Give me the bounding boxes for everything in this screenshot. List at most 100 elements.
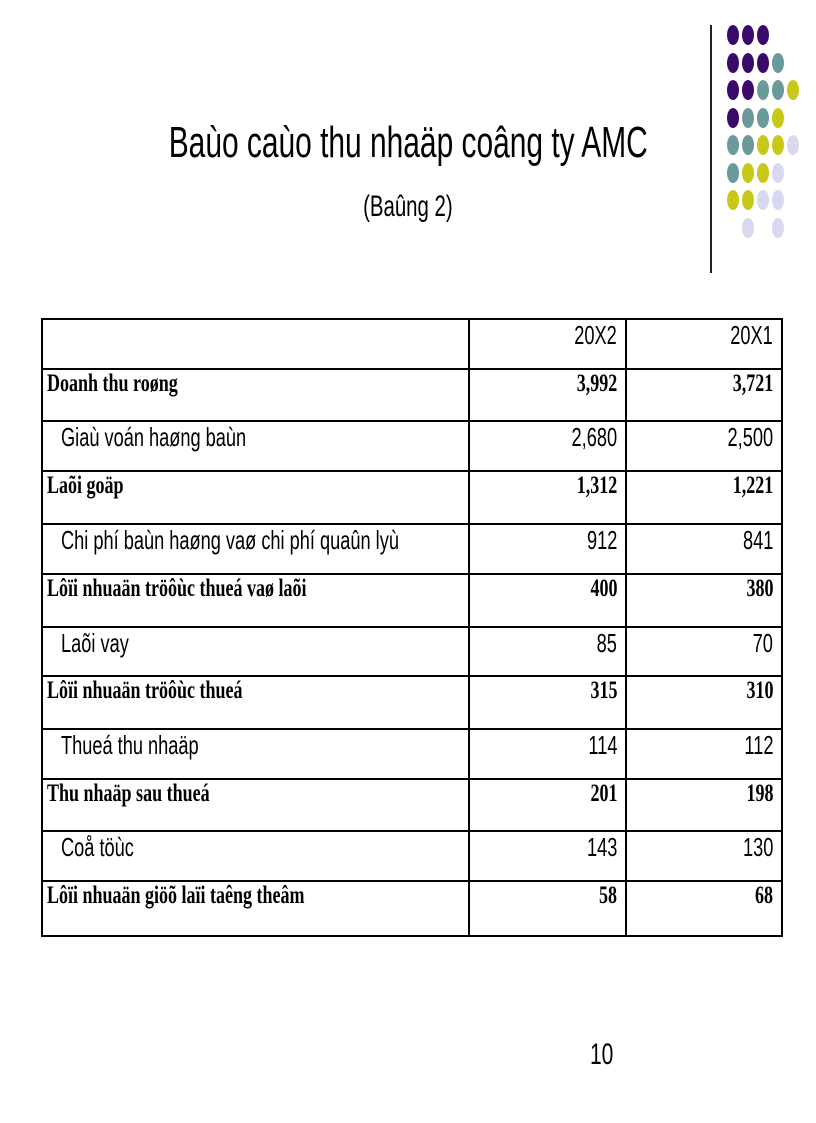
value-20x2: 58: [599, 882, 617, 909]
value-20x2-cell: 315: [468, 675, 627, 730]
value-20x1-cell: 68: [625, 880, 783, 937]
value-20x1-cell: 3,721: [625, 368, 783, 422]
row-label-cell: Thueá thu nhaäp: [41, 728, 470, 780]
table-row: Lôïi nhuaän tröôùc thueá vaø laõi 400 380: [41, 573, 783, 628]
slide-subtitle-text: (Baûng 2): [363, 190, 453, 223]
value-20x2-cell: 58: [468, 880, 627, 937]
value-20x1: 130: [742, 832, 773, 862]
decorative-dot-yellow: [757, 135, 769, 155]
row-label-cell: Thu nhaäp sau thueá: [41, 778, 470, 832]
slide-subtitle: (Baûng 2): [0, 190, 816, 224]
slide-title-text: Baùo caùo thu nhaäp coâng ty AMC: [168, 118, 648, 167]
row-label-cell: Lôïi nhuaän tröôùc thueá: [41, 675, 470, 730]
value-20x2-cell: 912: [468, 523, 627, 575]
value-20x1-cell: 310: [625, 675, 783, 730]
row-label-cell: Lôïi nhuaän tröôùc thueá vaø laõi: [41, 573, 470, 628]
row-label-cell: Giaù voán haøng baùn: [41, 420, 470, 472]
row-label-cell: Doanh thu roøng: [41, 368, 470, 422]
value-20x2: 315: [590, 677, 617, 704]
header-cell-20x1: 20X1: [625, 318, 783, 370]
value-20x2: 85: [596, 628, 617, 658]
decorative-dot-lavender: [742, 217, 754, 238]
value-20x2-cell: 400: [468, 573, 627, 628]
decorative-dot-yellow: [787, 80, 799, 100]
value-20x2: 1,312: [576, 472, 618, 499]
decorative-dot-yellow: [742, 190, 754, 210]
decorative-dot-purple: [727, 80, 739, 100]
header-20x2-text: 20X2: [574, 320, 617, 350]
table-row: Laõi vay 85 70: [41, 626, 783, 677]
decorative-dot-yellow: [772, 135, 784, 155]
value-20x2: 3,992: [576, 370, 618, 397]
table-row: Thueá thu nhaäp 114 112: [41, 728, 783, 780]
row-label-cell: Lôïi nhuaän giöõ laïi taêng theâm: [41, 880, 470, 937]
value-20x2-cell: 114: [468, 728, 627, 780]
decorative-dot-purple: [757, 52, 769, 73]
value-20x1: 198: [746, 780, 773, 807]
value-20x1: 380: [746, 575, 773, 602]
decorative-dot-lavender: [772, 217, 784, 238]
decorative-dot-teal: [772, 52, 784, 73]
row-label-cell: Laõi goäp: [41, 470, 470, 525]
decorative-dot-teal: [727, 135, 739, 155]
value-20x1-cell: 841: [625, 523, 783, 575]
row-label: Thueá thu nhaäp: [61, 730, 199, 760]
value-20x1: 112: [743, 730, 773, 760]
decorative-dot-teal: [757, 80, 769, 100]
value-20x1-cell: 198: [625, 778, 783, 832]
row-label: Thu nhaäp sau thueá: [47, 780, 210, 807]
value-20x1-cell: 1,221: [625, 470, 783, 525]
decorative-dot-lavender: [757, 190, 769, 210]
table-row: Thu nhaäp sau thueá 201 198: [41, 778, 783, 832]
value-20x2-cell: 3,992: [468, 368, 627, 422]
row-label: Laõi vay: [61, 628, 129, 658]
value-20x1: 310: [746, 677, 773, 704]
value-20x2: 400: [590, 575, 617, 602]
decorative-dot-teal: [772, 80, 784, 100]
value-20x2-cell: 2,680: [468, 420, 627, 472]
value-20x2-cell: 1,312: [468, 470, 627, 525]
value-20x2: 201: [590, 780, 617, 807]
decorative-dot-purple: [742, 80, 754, 100]
value-20x1-cell: 112: [625, 728, 783, 780]
decorative-dot-teal: [742, 107, 754, 128]
table-row: Chi phí baùn haøng vaø chi phí quaûn lyù…: [41, 523, 783, 575]
value-20x2-cell: 85: [468, 626, 627, 677]
row-label: Chi phí baùn haøng vaø chi phí quaûn lyù: [61, 525, 399, 555]
decorative-dot-yellow: [727, 190, 739, 210]
value-20x2: 114: [587, 730, 617, 760]
row-label: Laõi goäp: [47, 472, 124, 499]
row-label: Doanh thu roøng: [47, 370, 178, 397]
row-label: Lôïi nhuaän tröôùc thueá vaø laõi: [47, 575, 307, 602]
value-20x1-cell: 130: [625, 830, 783, 882]
decorative-dot-yellow: [772, 107, 784, 128]
value-20x2: 912: [586, 525, 617, 555]
decorative-dot-purple: [727, 25, 739, 45]
row-label: Lôïi nhuaän tröôùc thueá: [47, 677, 243, 704]
value-20x1-cell: 380: [625, 573, 783, 628]
income-statement-table: 20X2 20X1 Doanh thu roøng 3,992 3,721 Giaù …: [41, 318, 783, 937]
decorative-dot-lavender: [772, 190, 784, 210]
decorative-divider-line: [710, 25, 712, 273]
value-20x1: 1,221: [732, 472, 774, 499]
table-row: Doanh thu roøng 3,992 3,721: [41, 368, 783, 422]
decorative-dot-yellow: [757, 162, 769, 183]
row-label: Lôïi nhuaän giöõ laïi taêng theâm: [47, 882, 305, 909]
value-20x2: 143: [586, 832, 617, 862]
value-20x1-cell: 70: [625, 626, 783, 677]
table-row: Lôïi nhuaän tröôùc thueá 315 310: [41, 675, 783, 730]
decorative-dot-purple: [757, 25, 769, 45]
row-label: Coå töùc: [61, 832, 134, 862]
value-20x2-cell: 201: [468, 778, 627, 832]
decorative-dot-teal: [742, 135, 754, 155]
value-20x1-cell: 2,500: [625, 420, 783, 472]
header-cell-empty: [41, 318, 470, 370]
decorative-dot-teal: [757, 107, 769, 128]
slide-title: Baùo caùo thu nhaäp coâng ty AMC: [0, 118, 816, 168]
table-row: Laõi goäp 1,312 1,221: [41, 470, 783, 525]
value-20x1: 2,500: [727, 422, 773, 452]
header-20x1-text: 20X1: [730, 320, 773, 350]
decorative-dot-teal: [727, 162, 739, 183]
table-row: Lôïi nhuaän giöõ laïi taêng theâm 58 68: [41, 880, 783, 937]
value-20x1: 3,721: [732, 370, 774, 397]
